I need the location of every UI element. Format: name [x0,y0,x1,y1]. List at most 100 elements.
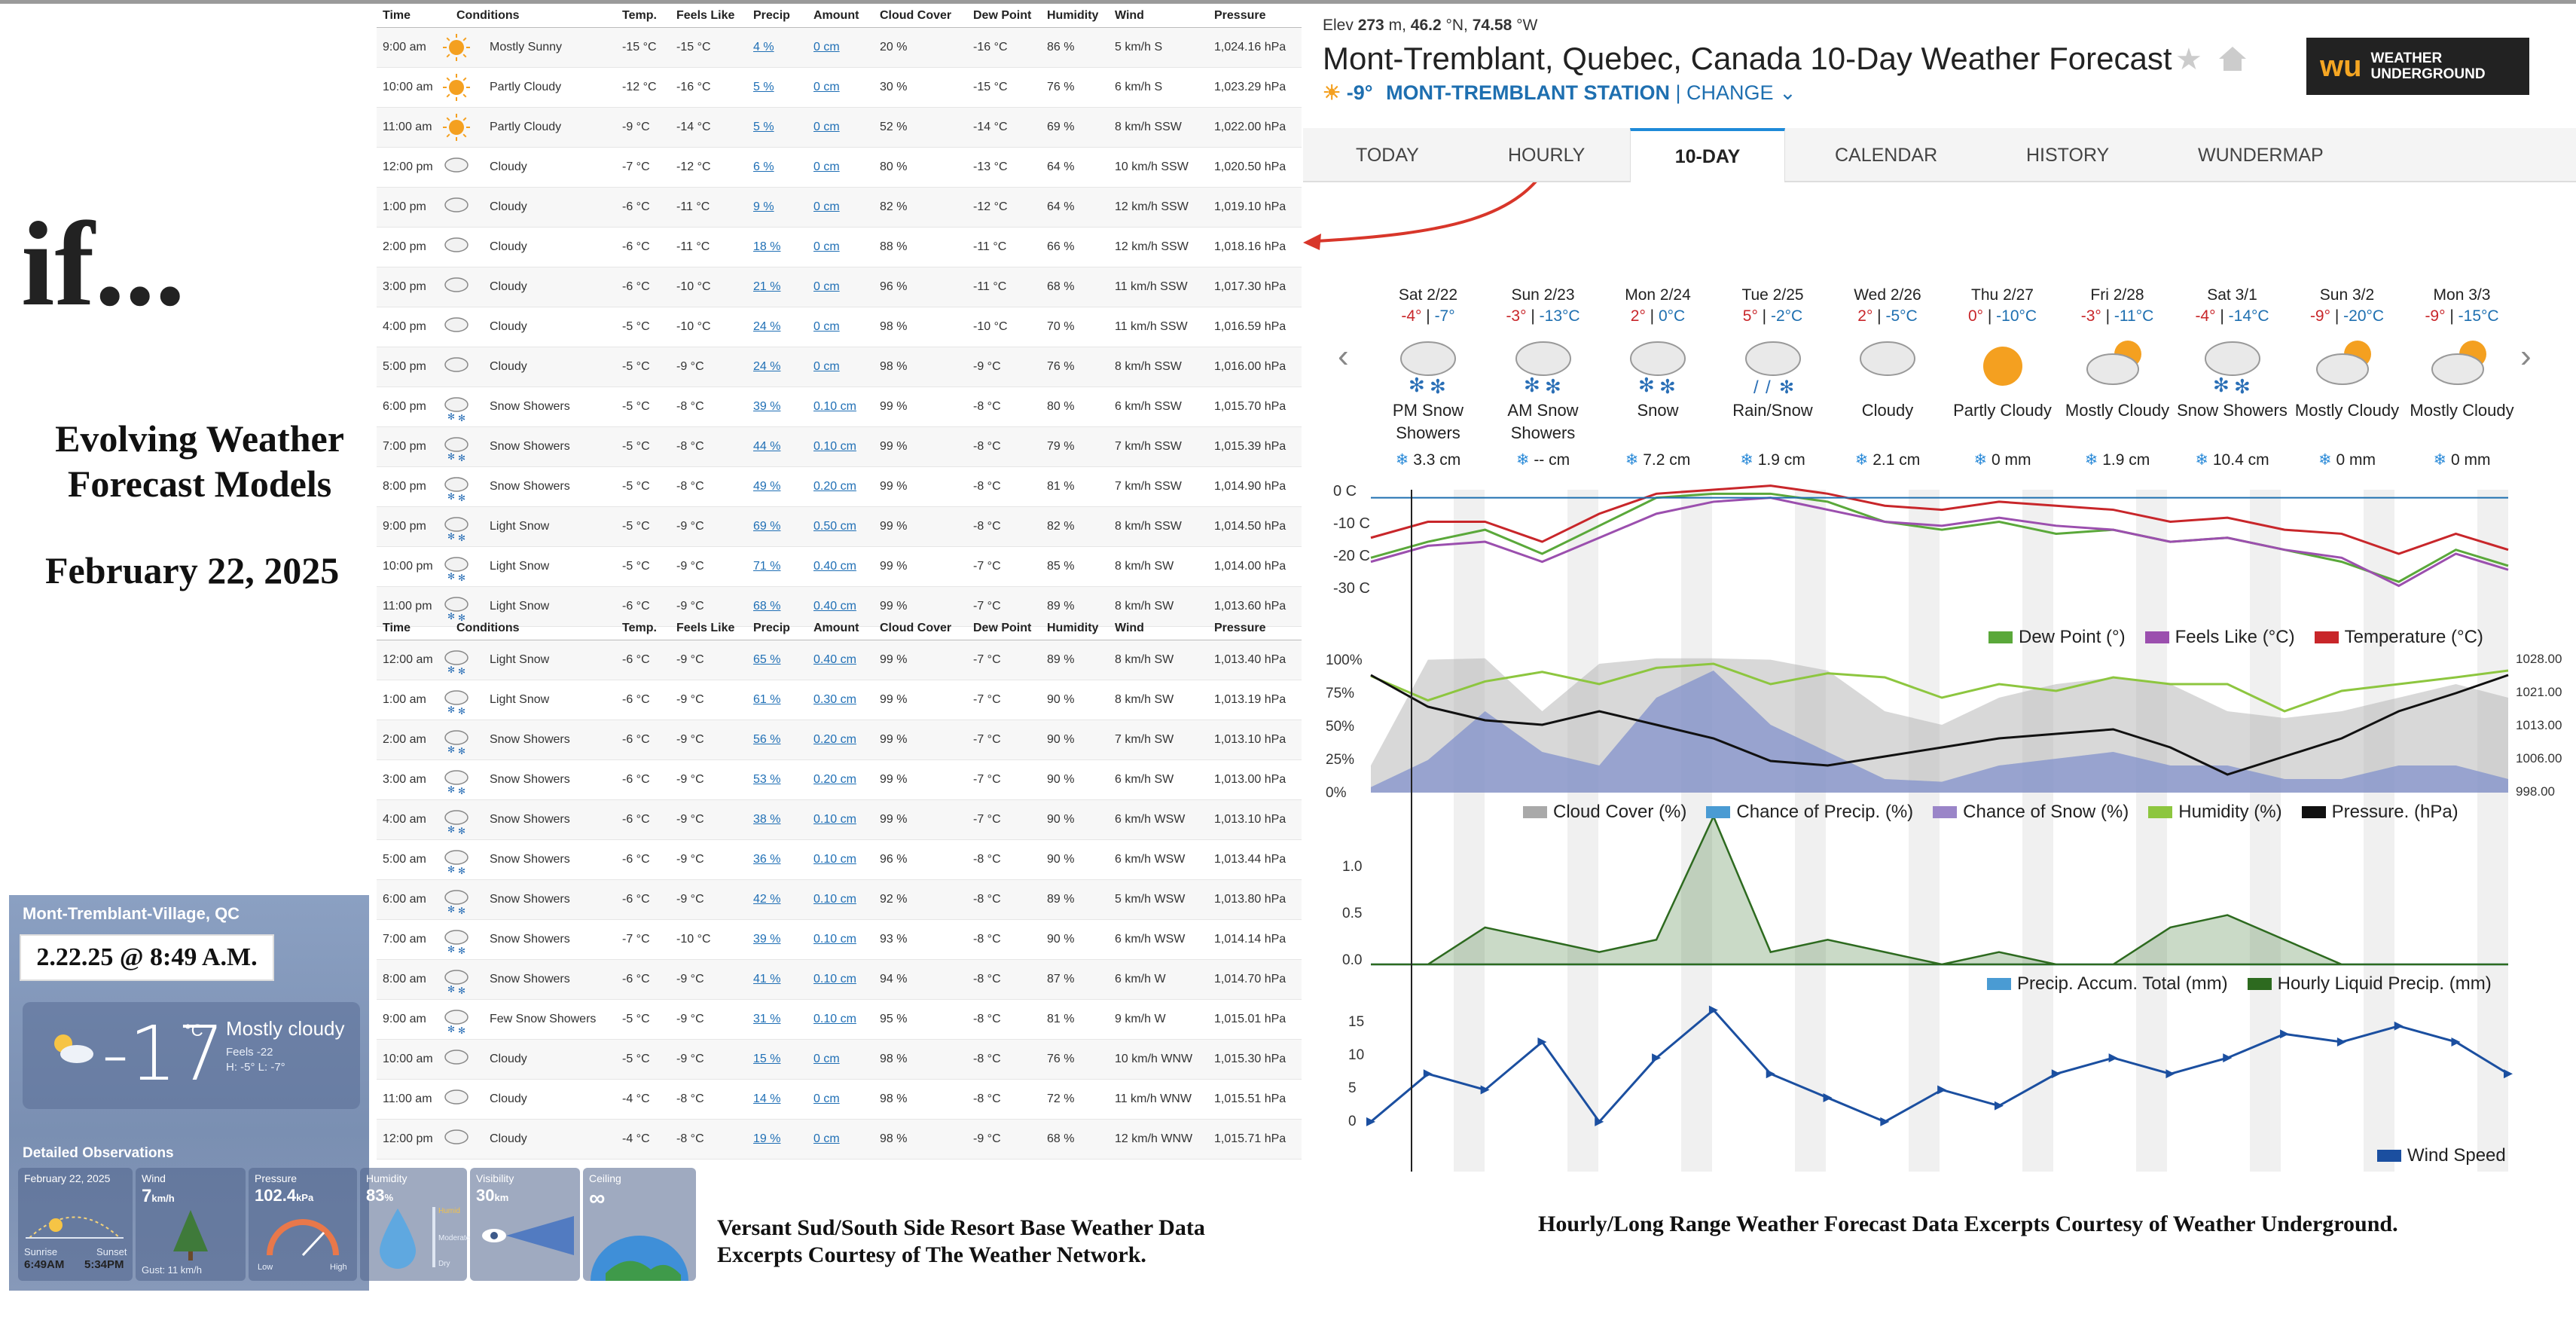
precip-link[interactable]: 0 cm [813,1092,840,1105]
precip-link[interactable]: 0 cm [813,41,840,53]
column-header[interactable]: Humidity [1047,8,1099,22]
precip-link[interactable]: 38 % [753,813,781,826]
precip-link[interactable]: 19 % [753,1132,781,1145]
precip-link[interactable]: 0 cm [813,320,840,333]
precip-link[interactable]: 0 cm [813,240,840,253]
column-header[interactable]: Wind [1115,621,1144,634]
day-forecast[interactable]: Tue 2/25 5° | -2°C / / ✻ Rain/Snow ❄ 1.9 cm [1716,286,1830,469]
day-forecast[interactable]: Sat 2/22 -4° | -7° ✻ ✻ PM Snow Showers ❄ 3.3 … [1371,286,1485,469]
column-header[interactable]: Humidity [1047,621,1099,634]
tab-history[interactable]: HISTORY [2026,144,2110,166]
column-header[interactable]: Cloud Cover [880,621,952,634]
precip-link[interactable]: 0 cm [813,1132,840,1145]
column-header[interactable]: Temp. [622,8,657,22]
tab-today[interactable]: TODAY [1356,144,1419,166]
precip-link[interactable]: 5 % [753,121,774,133]
column-header[interactable]: Amount [813,621,859,634]
precip-link[interactable]: 0.20 cm [813,733,856,746]
precip-link[interactable]: 18 % [753,240,781,253]
precip-link[interactable]: 65 % [753,653,781,666]
column-header[interactable]: Pressure [1214,8,1266,22]
precip-link[interactable]: 4 % [753,41,774,53]
tab-10-day[interactable]: 10-DAY [1630,128,1785,182]
precip-link[interactable]: 68 % [753,600,781,613]
column-header[interactable]: Feels Like [676,621,735,634]
precip-link[interactable]: 5 % [753,81,774,93]
column-header[interactable]: Precip [753,621,790,634]
precip-link[interactable]: 0.20 cm [813,480,856,493]
precip-link[interactable]: 9 % [753,200,774,213]
precip-link[interactable]: 36 % [753,853,781,866]
column-header[interactable]: Conditions [456,621,520,634]
column-header[interactable]: Temp. [622,621,657,634]
precip-link[interactable]: 21 % [753,280,781,293]
precip-link[interactable]: 49 % [753,480,781,493]
precip-link[interactable]: 56 % [753,733,781,746]
precip-link[interactable]: 14 % [753,1092,781,1105]
day-forecast[interactable]: Mon 2/24 2° | 0°C ✻ ✻ Snow ❄ 7.2 cm [1601,286,1715,469]
day-forecast[interactable]: Sun 3/2 -9° | -20°C Mostly Cloudy ❄ 0 mm [2290,286,2404,469]
precip-link[interactable]: 0 cm [813,200,840,213]
precip-link[interactable]: 53 % [753,773,781,786]
tab-wundermap[interactable]: WUNDERMAP [2198,144,2324,166]
column-header[interactable]: Feels Like [676,8,735,22]
chevron-down-icon[interactable]: ⌄ [1779,81,1796,104]
column-header[interactable]: Dew Point [973,621,1032,634]
star-icon[interactable]: ★ [2175,43,2202,76]
change-station-link[interactable]: CHANGE [1686,81,1774,104]
wu-logo[interactable]: wu WEATHER UNDERGROUND [2306,38,2529,95]
precip-link[interactable]: 0.10 cm [813,1013,856,1025]
column-header[interactable]: Cloud Cover [880,8,952,22]
precip-link[interactable]: 0 cm [813,121,840,133]
precip-link[interactable]: 0.10 cm [813,853,856,866]
precip-link[interactable]: 0 cm [813,81,840,93]
precip-link[interactable]: 0.40 cm [813,560,856,573]
column-header[interactable]: Pressure [1214,621,1266,634]
next-arrow-icon[interactable]: › [2520,338,2532,374]
precip-link[interactable]: 0.10 cm [813,893,856,906]
precip-link[interactable]: 69 % [753,520,781,533]
precip-link[interactable]: 0.10 cm [813,440,856,453]
precip-link[interactable]: 0 cm [813,280,840,293]
home-icon[interactable] [2217,44,2248,74]
precip-link[interactable]: 42 % [753,893,781,906]
precip-link[interactable]: 0 cm [813,360,840,373]
precip-link[interactable]: 6 % [753,160,774,173]
precip-link[interactable]: 0.10 cm [813,933,856,946]
precip-link[interactable]: 24 % [753,360,781,373]
precip-link[interactable]: 0.10 cm [813,400,856,413]
day-forecast[interactable]: Mon 3/3 -9° | -15°C Mostly Cloudy ❄ 0 mm [2405,286,2520,469]
precip-link[interactable]: 0.10 cm [813,973,856,985]
precip-link[interactable]: 41 % [753,973,781,985]
precip-link[interactable]: 71 % [753,560,781,573]
precip-link[interactable]: 31 % [753,1013,781,1025]
day-forecast[interactable]: Sun 2/23 -3° | -13°C ✻ ✻ AM Snow Showers ❄ --… [1486,286,1601,469]
column-header[interactable]: Conditions [456,8,520,22]
column-header[interactable]: Time [383,8,411,22]
column-header[interactable]: Wind [1115,8,1144,22]
precip-link[interactable]: 44 % [753,440,781,453]
precip-link[interactable]: 0.40 cm [813,600,856,613]
day-forecast[interactable]: Wed 2/26 2° | -5°C Cloudy ❄ 2.1 cm [1830,286,1945,469]
precip-link[interactable]: 24 % [753,320,781,333]
precip-link[interactable]: 61 % [753,693,781,706]
precip-link[interactable]: 0.40 cm [813,653,856,666]
precip-link[interactable]: 0.30 cm [813,693,856,706]
day-forecast[interactable]: Fri 2/28 -3° | -11°C Mostly Cloudy ❄ 1.9 cm [2060,286,2175,469]
precip-link[interactable]: 0.50 cm [813,520,856,533]
precip-link[interactable]: 39 % [753,400,781,413]
column-header[interactable]: Precip [753,8,790,22]
prev-arrow-icon[interactable]: ‹ [1338,338,1349,374]
precip-link[interactable]: 0 cm [813,1053,840,1065]
column-header[interactable]: Dew Point [973,8,1032,22]
day-forecast[interactable]: Thu 2/27 0° | -10°C Partly Cloudy ❄ 0 mm [1946,286,2060,469]
tab-calendar[interactable]: CALENDAR [1835,144,1938,166]
precip-link[interactable]: 0.20 cm [813,773,856,786]
precip-link[interactable]: 0.10 cm [813,813,856,826]
tab-hourly[interactable]: HOURLY [1508,144,1586,166]
precip-link[interactable]: 0 cm [813,160,840,173]
precip-link[interactable]: 15 % [753,1053,781,1065]
precip-link[interactable]: 39 % [753,933,781,946]
station-name[interactable]: MONT-TREMBLANT STATION [1386,81,1671,104]
day-forecast[interactable]: Sat 3/1 -4° | -14°C ✻ ✻ Snow Showers ❄ 10.4 c… [2175,286,2290,469]
